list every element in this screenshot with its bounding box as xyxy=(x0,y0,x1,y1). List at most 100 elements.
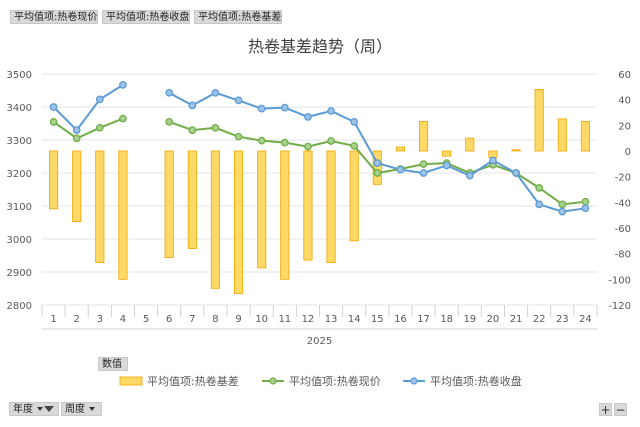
point xyxy=(95,123,104,132)
point xyxy=(489,156,497,165)
bar xyxy=(395,146,405,152)
chevron-down-icon xyxy=(37,407,43,411)
point xyxy=(465,171,474,180)
bar xyxy=(187,150,197,249)
y-left-tick-label: 3000 xyxy=(7,235,32,246)
point xyxy=(72,126,81,134)
point xyxy=(327,107,335,115)
value-field-button[interactable]: 数值 xyxy=(98,357,128,371)
expand-button[interactable]: + xyxy=(599,403,612,417)
point xyxy=(119,81,127,89)
series-line xyxy=(52,84,124,132)
y-left-tick-label: 3100 xyxy=(7,202,32,213)
point xyxy=(535,184,544,192)
x-tick-label: 9 xyxy=(235,314,241,325)
point xyxy=(49,118,58,126)
point xyxy=(188,101,197,110)
bar xyxy=(233,150,244,294)
point xyxy=(581,204,590,213)
field-button-spot-price[interactable]: 平均值项:热卷现价 xyxy=(10,10,98,24)
point xyxy=(49,103,58,111)
x-tick-label: 20 xyxy=(487,314,500,325)
x-tick-label: 18 xyxy=(440,314,453,325)
x-tick-label: 14 xyxy=(348,314,361,325)
filter-icon xyxy=(44,406,54,412)
point xyxy=(512,169,520,177)
legend-label: 平均值项:热卷现价 xyxy=(289,374,381,388)
point xyxy=(234,96,243,105)
y-right-tick-label: -20 xyxy=(615,173,631,184)
point xyxy=(95,95,104,104)
point xyxy=(350,118,359,126)
bar xyxy=(511,149,521,152)
bar xyxy=(488,150,498,158)
y-right-tick-label: -40 xyxy=(615,198,631,209)
point xyxy=(535,200,544,209)
x-tick-label: 6 xyxy=(166,314,172,325)
bar xyxy=(418,121,429,152)
bar xyxy=(557,118,567,152)
point xyxy=(165,88,174,97)
bar xyxy=(257,150,267,269)
point xyxy=(581,197,590,206)
legend-marker-spot xyxy=(269,377,277,385)
y-left-tick-label: 2800 xyxy=(7,301,32,312)
filter-button-year[interactable]: 年度 xyxy=(9,402,59,416)
series-line xyxy=(52,117,124,140)
x-tick-label: 5 xyxy=(143,314,149,325)
point xyxy=(327,137,335,145)
bar xyxy=(164,150,174,258)
y-left-tick-label: 3500 xyxy=(7,70,32,81)
point xyxy=(211,123,220,132)
point xyxy=(119,114,127,123)
x-tick-label: 22 xyxy=(533,314,546,325)
x-tick-label: 7 xyxy=(189,314,195,325)
filter-button-week[interactable]: 周度 xyxy=(61,402,102,416)
x-tick-label: 23 xyxy=(556,314,569,325)
y-right-tick-label: 60 xyxy=(618,70,631,81)
point xyxy=(72,134,81,143)
field-button-close-price[interactable]: 平均值项:热卷收盘 xyxy=(102,10,190,24)
collapse-button[interactable]: − xyxy=(614,403,627,417)
field-button-basis[interactable]: 平均值项:热卷基差 xyxy=(194,10,282,24)
bar xyxy=(465,137,475,152)
x-tick-label: 2 xyxy=(74,314,80,325)
filter-week-label: 周度 xyxy=(65,404,85,415)
bar xyxy=(49,150,59,210)
y-right-tick-label: -120 xyxy=(608,301,631,312)
point xyxy=(304,113,312,121)
bar xyxy=(280,150,290,280)
legend-label: 平均值项:热卷收盘 xyxy=(430,374,522,388)
x-tick-label: 4 xyxy=(120,314,126,325)
y-right-tick-label: -100 xyxy=(608,275,631,286)
y-right-tick-label: -80 xyxy=(615,250,631,261)
point xyxy=(211,88,220,97)
bar xyxy=(349,150,359,242)
point xyxy=(419,169,428,177)
y-left-tick-label: 3200 xyxy=(7,169,32,180)
point xyxy=(558,200,567,209)
point xyxy=(304,142,312,151)
y-left-tick-label: 2900 xyxy=(7,268,32,279)
point xyxy=(165,118,174,126)
x-tick-label: 16 xyxy=(394,314,407,325)
bar xyxy=(210,150,220,289)
bar xyxy=(95,150,105,264)
x-tick-label: 1 xyxy=(50,314,56,325)
filter-year-label: 年度 xyxy=(13,404,33,415)
x-tick-label: 11 xyxy=(278,314,291,325)
y-left-tick-label: 3300 xyxy=(7,136,32,147)
point xyxy=(373,169,382,177)
chart-title: 热卷基差趋势（周） xyxy=(248,37,392,56)
bar xyxy=(442,150,452,157)
chevron-down-icon xyxy=(89,407,95,411)
bar xyxy=(534,89,544,152)
point xyxy=(396,165,405,174)
y-left-tick-label: 3400 xyxy=(7,103,32,114)
y-right-tick-label: 20 xyxy=(618,121,631,132)
y-right-tick-label: 40 xyxy=(618,96,631,107)
x-tick-label: 19 xyxy=(463,314,476,325)
bar xyxy=(303,150,313,261)
point xyxy=(350,142,359,150)
